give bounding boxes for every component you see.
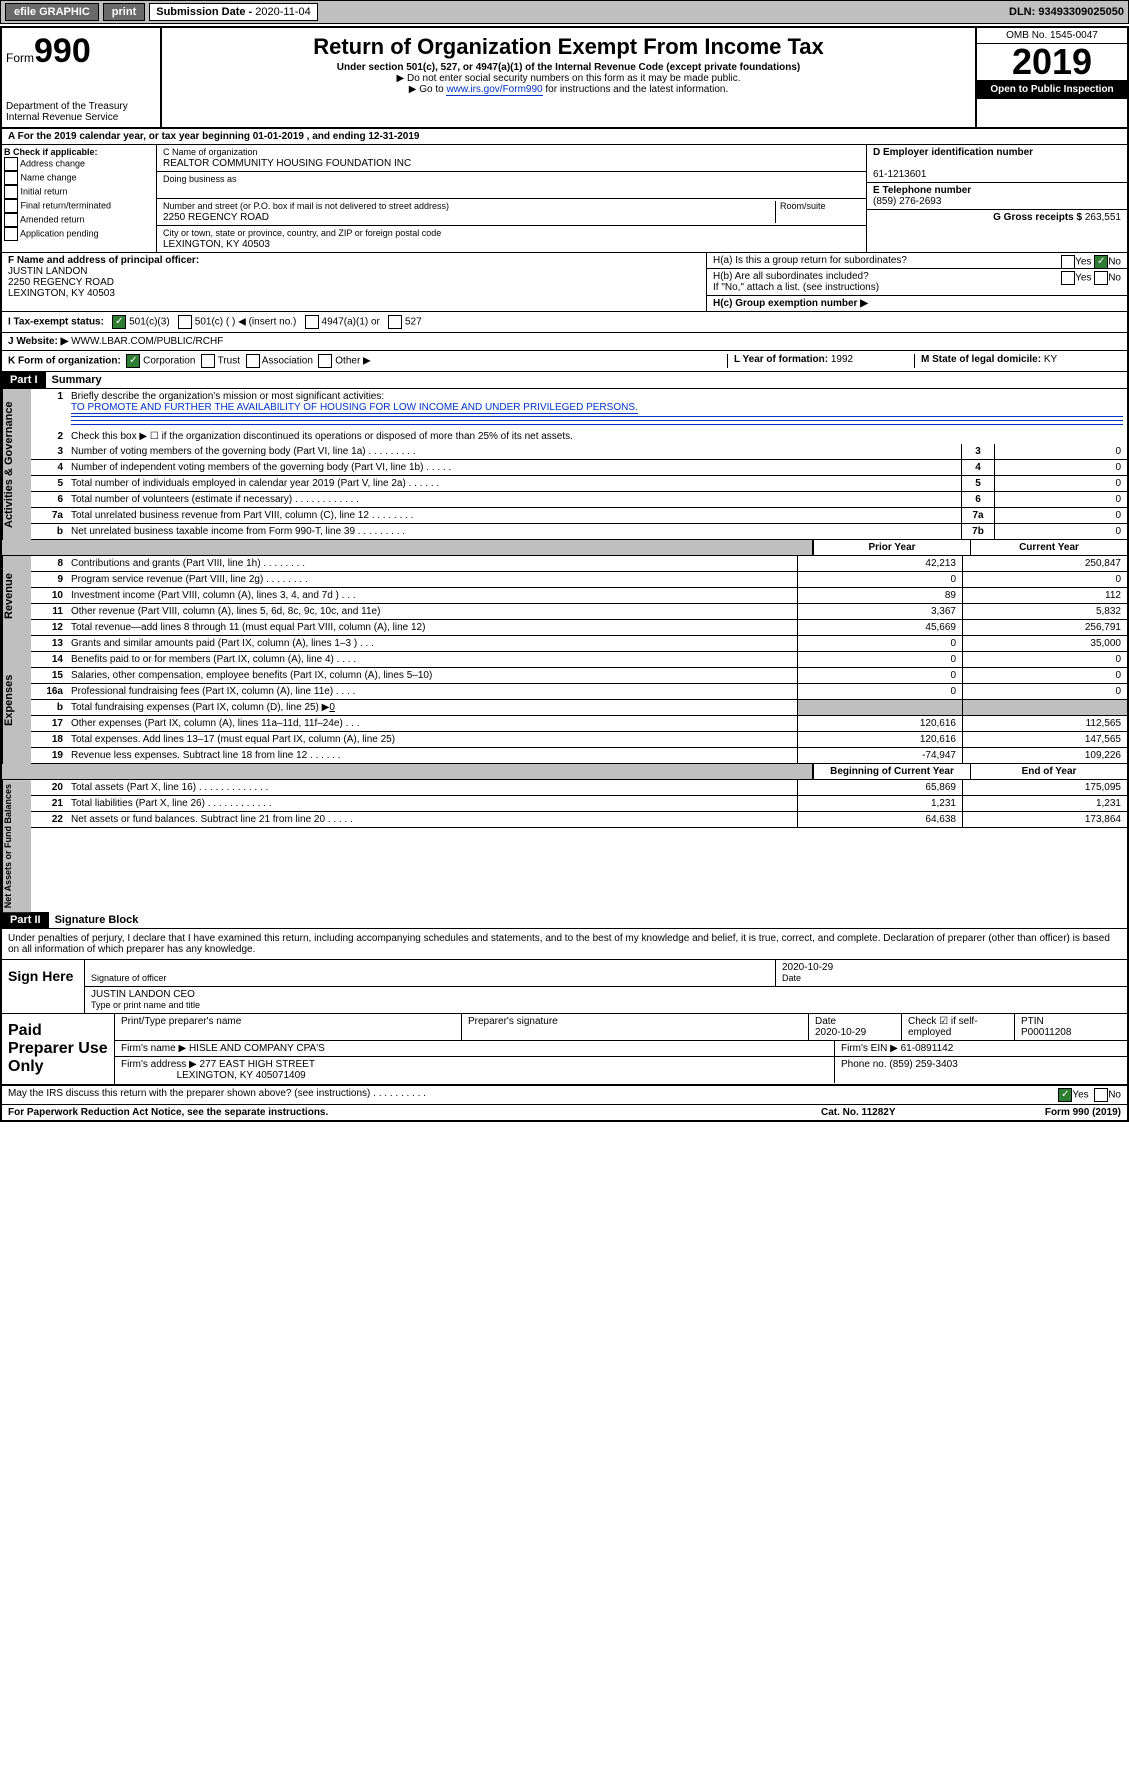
expense-line-13: 13Grants and similar amounts paid (Part … [31,636,1127,652]
vtab-revenue: Revenue [2,556,31,636]
org-name: C Name of organizationREALTOR COMMUNITY … [157,145,866,172]
group-exemption: H(c) Group exemption number ▶ [707,296,1127,311]
officer-signature[interactable]: Signature of officer [85,960,776,986]
netassets-line-21: 21Total liabilities (Part X, line 26) . … [31,796,1127,812]
expense-line-18: 18Total expenses. Add lines 13–17 (must … [31,732,1127,748]
firm-phone: Phone no. (859) 259-3403 [835,1057,1127,1083]
ptin: PTINP00011208 [1015,1014,1127,1040]
mission-q: Briefly describe the organization's miss… [67,389,1127,429]
officer-name: JUSTIN LANDON CEOType or print name and … [85,987,1127,1013]
street-address: Number and street (or P.O. box if mail i… [157,199,866,226]
revenue-line-9: 9Program service revenue (Part VIII, lin… [31,572,1127,588]
dba: Doing business as [157,172,866,199]
form-id: Form990 Department of the Treasury Inter… [2,28,162,127]
summary-line-b: bNet unrelated business taxable income f… [31,524,1127,540]
print-button[interactable]: print [103,3,145,21]
self-employed: Check ☑ if self-employed [902,1014,1015,1040]
summary-line-3: 3Number of voting members of the governi… [31,444,1127,460]
expense-line-16b: bTotal fundraising expenses (Part IX, co… [31,700,1127,716]
summary-line-7a: 7aTotal unrelated business revenue from … [31,508,1127,524]
group-return-ha: H(a) Is this a group return for subordin… [707,253,1127,269]
topbar: efile GRAPHIC print Submission Date - 20… [0,0,1129,24]
efile-button[interactable]: efile GRAPHIC [5,3,99,21]
firm-addr: Firm's address ▶ 277 EAST HIGH STREET LE… [115,1057,835,1083]
sign-here-label: Sign Here [2,960,85,1013]
expense-line-16a: 16aProfessional fundraising fees (Part I… [31,684,1127,700]
prep-date: Date2020-10-29 [809,1014,902,1040]
revenue-line-12: 12Total revenue—add lines 8 through 11 (… [31,620,1127,636]
principal-officer: F Name and address of principal officer:… [2,253,706,311]
vtab-expenses: Expenses [2,636,31,764]
preparer-sig-hdr: Preparer's signature [462,1014,809,1040]
expense-line-17: 17Other expenses (Part IX, column (A), l… [31,716,1127,732]
summary-line-5: 5Total number of individuals employed in… [31,476,1127,492]
ein: D Employer identification number61-12136… [867,145,1127,183]
irs-discuss: May the IRS discuss this return with the… [2,1086,1127,1105]
tax-period: A For the 2019 calendar year, or tax yea… [2,129,1127,145]
preparer-name-hdr: Print/Type preparer's name [115,1014,462,1040]
vtab-netassets: Net Assets or Fund Balances [2,780,31,912]
expense-line-15: 15Salaries, other compensation, employee… [31,668,1127,684]
revenue-line-11: 11Other revenue (Part VIII, column (A), … [31,604,1127,620]
revenue-line-8: 8Contributions and grants (Part VIII, li… [31,556,1127,572]
block-b-checks: B Check if applicable: Address change Na… [2,145,157,252]
part-2-header: Part IISignature Block [2,912,1127,929]
perjury-declaration: Under penalties of perjury, I declare th… [2,929,1127,960]
expense-line-14: 14Benefits paid to or for members (Part … [31,652,1127,668]
netassets-line-22: 22Net assets or fund balances. Subtract … [31,812,1127,828]
form-year: OMB No. 1545-0047 2019 Open to Public In… [975,28,1127,127]
balance-headers: Beginning of Current YearEnd of Year [2,764,1127,780]
netassets-line-20: 20Total assets (Part X, line 16) . . . .… [31,780,1127,796]
discontinued-check: Check this box ▶ ☐ if the organization d… [67,429,1127,444]
year-headers: Prior YearCurrent Year [2,540,1127,556]
expense-line-19: 19Revenue less expenses. Subtract line 1… [31,748,1127,764]
form-title: Return of Organization Exempt From Incom… [162,28,975,127]
footer: For Paperwork Reduction Act Notice, see … [2,1105,1127,1120]
dln: DLN: 93493309025050 [1009,6,1124,18]
form-of-org: K Form of organization: ✓ Corporation Tr… [2,351,1127,372]
firm-name: Firm's name ▶ HISLE AND COMPANY CPA'S [115,1041,835,1056]
revenue-line-10: 10Investment income (Part VIII, column (… [31,588,1127,604]
gross-receipts: G Gross receipts $ 263,551 [867,210,1127,225]
irs-link[interactable]: www.irs.gov/Form990 [446,84,542,96]
part-1-header: Part ISummary [2,372,1127,389]
sign-date: 2020-10-29Date [776,960,1127,986]
mission-answer: TO PROMOTE AND FURTHER THE AVAILABILITY … [71,402,638,414]
city-state: City or town, state or province, country… [157,226,866,252]
paid-preparer-label: Paid Preparer Use Only [2,1014,115,1084]
group-return-hb: H(b) Are all subordinates included? Yes … [707,269,1127,296]
firm-ein: Firm's EIN ▶ 61-0891142 [835,1041,1127,1056]
tax-exempt-status: I Tax-exempt status: ✓ 501(c)(3) 501(c) … [2,312,1127,333]
form-990: Form990 Department of the Treasury Inter… [0,26,1129,1122]
summary-line-6: 6Total number of volunteers (estimate if… [31,492,1127,508]
submission-date: Submission Date - 2020-11-04 [149,3,317,21]
phone: E Telephone number(859) 276-2693 [867,183,1127,210]
website: J Website: ▶ WWW.LBAR.COM/PUBLIC/RCHF [2,333,1127,351]
summary-line-4: 4Number of independent voting members of… [31,460,1127,476]
vtab-governance: Activities & Governance [2,389,31,540]
